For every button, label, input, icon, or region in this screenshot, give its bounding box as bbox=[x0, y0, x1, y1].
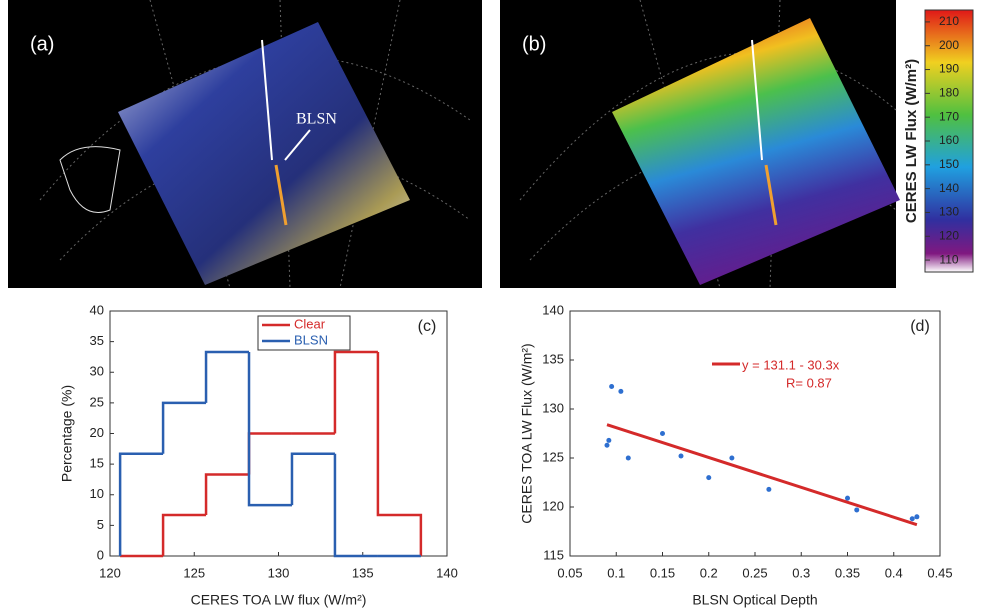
histogram-step bbox=[206, 352, 249, 403]
y-tick-label: 125 bbox=[542, 449, 564, 464]
y-tick-label: 5 bbox=[97, 517, 104, 532]
point bbox=[845, 496, 850, 501]
y-tick-label: 140 bbox=[542, 302, 564, 317]
y-tick-label: 35 bbox=[90, 333, 104, 348]
colorbar-tick-label: 120 bbox=[939, 228, 959, 242]
x-tick-label: 0.25 bbox=[742, 565, 767, 580]
histogram-step bbox=[378, 352, 421, 556]
histogram-step bbox=[292, 454, 335, 505]
colorbar-tick-label: 150 bbox=[939, 157, 959, 171]
x-tick-label: 0.1 bbox=[607, 565, 625, 580]
fit-equation: y = 131.1 - 30.3x bbox=[742, 357, 840, 372]
colorbar-tick-label: 160 bbox=[939, 133, 959, 147]
y-tick-label: 120 bbox=[542, 498, 564, 513]
x-tick-label: 0.45 bbox=[927, 565, 952, 580]
x-tick-label: 0.3 bbox=[792, 565, 810, 580]
annotation: BLSN bbox=[296, 111, 337, 128]
colorbar-tick-label: 110 bbox=[939, 252, 958, 266]
figure: (a) BLSN (b) CERES LW Flux (W/m²) 110 120… bbox=[0, 0, 983, 611]
panel-label: (c) bbox=[418, 318, 437, 335]
panel-label: (d) bbox=[910, 318, 930, 335]
point bbox=[706, 475, 711, 480]
plot-frame bbox=[570, 311, 940, 556]
panel-label: (b) bbox=[522, 33, 546, 55]
point bbox=[609, 384, 614, 389]
panel-label: (a) bbox=[30, 33, 54, 55]
legend-label: Clear bbox=[294, 316, 326, 331]
histogram-step bbox=[206, 475, 249, 515]
point bbox=[618, 389, 623, 394]
histogram-step bbox=[163, 403, 206, 454]
colorbar-tick-label: 170 bbox=[939, 109, 959, 123]
point bbox=[606, 438, 611, 443]
point bbox=[679, 454, 684, 459]
histogram-step bbox=[249, 352, 292, 505]
panel-b: (b) CERES LW Flux (W/m²) bbox=[500, 0, 973, 288]
colorbar-tick-label: 200 bbox=[939, 38, 959, 52]
x-tick-label: 0.35 bbox=[835, 565, 860, 580]
y-tick-label: 10 bbox=[90, 486, 104, 501]
histogram-step bbox=[335, 352, 378, 433]
histogram-step bbox=[120, 454, 163, 556]
colorbar-tick-label: 210 bbox=[939, 14, 959, 28]
panel-a: (a) BLSN bbox=[8, 0, 482, 288]
point bbox=[910, 516, 915, 521]
x-axis-label: CERES TOA LW flux (W/m²) bbox=[191, 592, 367, 608]
x-tick-label: 0.15 bbox=[650, 565, 675, 580]
histogram-step bbox=[249, 434, 292, 475]
x-tick-label: 125 bbox=[183, 565, 205, 580]
x-tick-label: 0.2 bbox=[700, 565, 718, 580]
histogram-step bbox=[335, 454, 378, 556]
colorbar-tick-label: 130 bbox=[939, 205, 959, 219]
point bbox=[626, 456, 631, 461]
fit-r: R= 0.87 bbox=[786, 375, 832, 390]
point bbox=[914, 514, 919, 519]
point bbox=[854, 507, 859, 512]
y-tick-label: 30 bbox=[90, 364, 104, 379]
y-tick-label: 40 bbox=[90, 302, 104, 317]
x-tick-label: 0.4 bbox=[885, 565, 903, 580]
colorbar-tick-label: 190 bbox=[939, 62, 959, 76]
y-tick-label: 135 bbox=[542, 351, 564, 366]
y-tick-label: 15 bbox=[90, 456, 104, 471]
y-tick-label: 20 bbox=[90, 425, 104, 440]
y-tick-label: 115 bbox=[543, 547, 564, 562]
point bbox=[660, 431, 665, 436]
x-tick-label: 0.05 bbox=[557, 565, 582, 580]
legend-label: BLSN bbox=[294, 332, 328, 347]
fit-line bbox=[607, 425, 917, 525]
x-tick-label: 130 bbox=[268, 565, 290, 580]
y-tick-label: 130 bbox=[542, 400, 564, 415]
colorbar-label: CERES LW Flux (W/m²) bbox=[903, 59, 920, 223]
point bbox=[729, 456, 734, 461]
histogram-step bbox=[163, 515, 206, 556]
point bbox=[766, 487, 771, 492]
point bbox=[605, 443, 610, 448]
y-axis-label: CERES TOA LW Flux (W/m²) bbox=[519, 343, 535, 523]
y-tick-label: 0 bbox=[97, 547, 104, 562]
x-tick-label: 140 bbox=[436, 565, 458, 580]
colorbar-tick-label: 180 bbox=[939, 86, 959, 100]
x-tick-label: 135 bbox=[352, 565, 374, 580]
y-tick-label: 25 bbox=[90, 394, 104, 409]
y-axis-label: Percentage (%) bbox=[59, 385, 75, 482]
colorbar-tick-label: 140 bbox=[939, 181, 959, 195]
x-tick-label: 120 bbox=[99, 565, 121, 580]
x-axis-label: BLSN Optical Depth bbox=[692, 592, 817, 608]
